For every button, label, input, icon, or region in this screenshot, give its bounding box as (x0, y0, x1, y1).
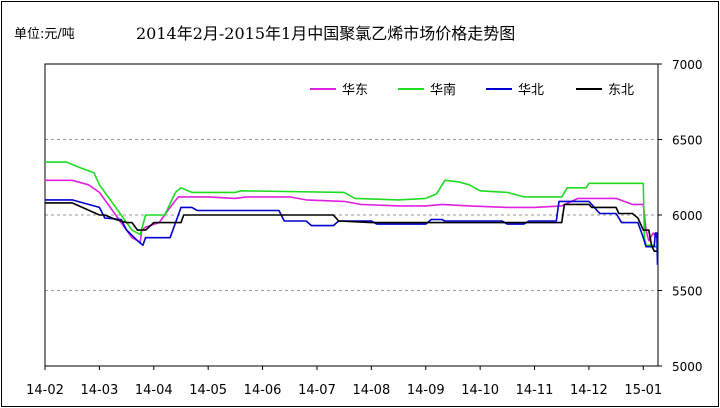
chart-title: 2014年2月-2015年1月中国聚氯乙烯市场价格走势图 (136, 24, 516, 43)
x-tick-label: 14-10 (461, 383, 499, 398)
legend: 华东 华南 华北 东北 (310, 82, 634, 98)
legend-label-2: 华北 (518, 83, 544, 98)
x-tick-label: 15-01 (624, 383, 662, 398)
series-line-3 (45, 202, 657, 252)
x-tick-label: 14-07 (298, 383, 336, 398)
y-tick-label: 7000 (672, 58, 703, 72)
y-tick-label: 5000 (672, 360, 703, 374)
legend-label-3: 东北 (608, 83, 634, 98)
legend-label-0: 华东 (342, 83, 368, 98)
gridlines (45, 139, 658, 291)
x-tick-label: 14-09 (407, 383, 445, 398)
series-line-1 (45, 161, 658, 249)
x-tick-label: 14-04 (135, 383, 173, 398)
unit-label: 单位:元/吨 (14, 27, 75, 42)
y-tick-label: 5500 (672, 285, 703, 299)
y-tick-label: 6500 (672, 134, 703, 148)
series-lines (45, 161, 659, 265)
axes: 7000 6500 6000 5500 5000 14-02 14-03 14-04 14-05… (26, 58, 702, 398)
x-tick-label: 14-08 (352, 383, 390, 398)
x-tick-label: 14-02 (26, 383, 64, 398)
x-tick-label: 14-06 (244, 383, 282, 398)
y-tick-label: 6000 (672, 209, 703, 223)
x-tick-label: 14-03 (81, 383, 119, 398)
x-tick-label: 14-11 (516, 383, 554, 398)
series-line-2 (45, 199, 659, 265)
x-tick-label: 14-12 (570, 383, 608, 398)
legend-label-1: 华南 (430, 82, 456, 98)
x-tick-label: 14-05 (189, 383, 227, 398)
